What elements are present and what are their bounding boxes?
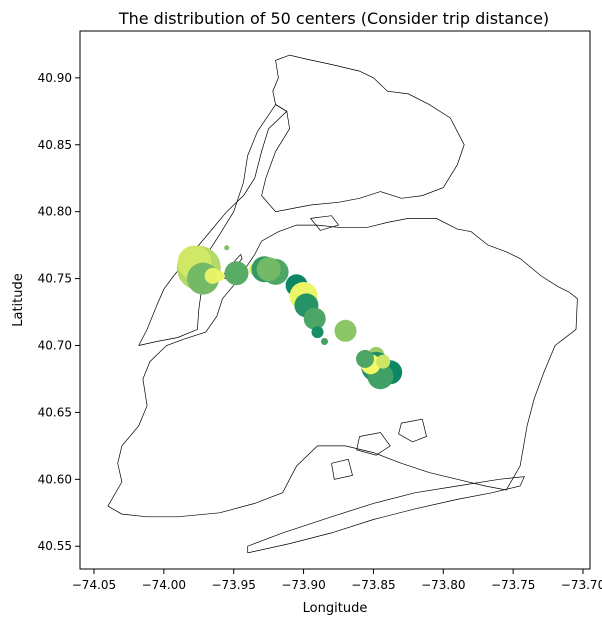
- x-tick-label: −73.80: [421, 578, 465, 592]
- x-tick-label: −73.75: [491, 578, 535, 592]
- center-point-7: [224, 261, 249, 286]
- y-tick-label: 40.90: [38, 71, 72, 85]
- x-axis-label: Longitude: [303, 601, 368, 616]
- borough-boundaries: [107, 54, 578, 554]
- boundary-jamaica-bay-island-1: [356, 432, 391, 456]
- chart-title: The distribution of 50 centers (Consider…: [118, 9, 549, 28]
- plot-frame: [79, 30, 591, 570]
- y-tick-label: 40.55: [38, 539, 72, 553]
- x-tick-label: −73.85: [351, 578, 395, 592]
- center-point-18: [334, 319, 357, 342]
- y-tick-label: 40.70: [38, 339, 72, 353]
- boundary-jamaica-bay-island-2: [398, 418, 427, 443]
- center-point-6: [224, 245, 230, 251]
- y-axis-ticks: 40.55 40.60 40.65 40.70 40.75 40.80 40.85 40.90: [38, 71, 80, 553]
- center-point-17: [321, 338, 328, 345]
- boundary-brooklyn-queens: [107, 218, 578, 518]
- boundary-manhattan: [138, 104, 288, 346]
- y-tick-label: 40.65: [38, 405, 72, 419]
- center-point-11: [256, 257, 281, 282]
- y-axis-label: Latitude: [11, 273, 26, 327]
- x-axis-ticks: −74.05 −74.00 −73.95 −73.90 −73.85 −73.80 −73.…: [72, 569, 602, 592]
- y-tick-label: 40.80: [38, 205, 72, 219]
- x-tick-label: −74.05: [72, 578, 116, 592]
- boundary-jamaica-bay-island-3: [331, 458, 353, 480]
- center-point-24: [376, 354, 391, 369]
- x-tick-label: −74.00: [142, 578, 186, 592]
- x-tick-label: −73.90: [281, 578, 325, 592]
- y-tick-label: 40.60: [38, 472, 72, 486]
- center-point-15: [303, 307, 326, 330]
- boundary-rockaway: [247, 476, 525, 554]
- x-tick-label: −73.95: [211, 578, 255, 592]
- x-tick-label: −73.70: [561, 578, 602, 592]
- boundary-rikers-island: [310, 215, 340, 231]
- center-points: [176, 245, 403, 390]
- center-point-5: [214, 270, 225, 281]
- center-point-16: [311, 326, 324, 339]
- center-point-25: [356, 349, 374, 368]
- y-tick-label: 40.75: [38, 272, 72, 286]
- boundary-bronx: [261, 54, 465, 213]
- y-tick-label: 40.85: [38, 138, 72, 152]
